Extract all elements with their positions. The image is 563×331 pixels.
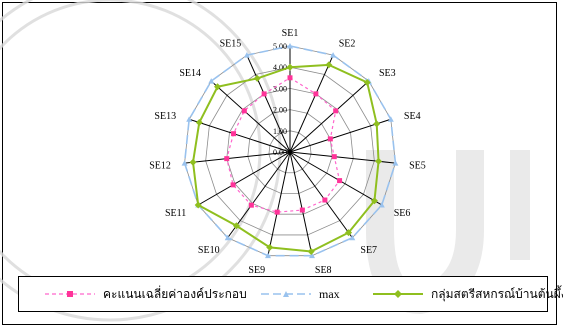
axis-spoke (267, 151, 291, 256)
category-label: SE13 (154, 111, 176, 122)
series-point (224, 156, 230, 162)
series-point (232, 222, 240, 230)
grid-ring (247, 109, 333, 194)
axis-spoke (197, 151, 291, 206)
radar-grid (184, 45, 396, 257)
radar-series (181, 43, 399, 259)
series-point (392, 160, 399, 166)
series-point (309, 252, 316, 259)
series-point (378, 202, 385, 208)
category-label: SE2 (339, 39, 356, 50)
legend-item-average: คะแนนเฉลี่ยค่าองค์ประกอบ (43, 277, 247, 311)
axis-spoke (289, 151, 313, 256)
axis-spoke (246, 54, 291, 153)
series-point (337, 178, 343, 184)
axis-spoke (289, 80, 370, 153)
category-label: SE11 (165, 208, 186, 219)
series-line (192, 63, 380, 253)
category-label: SE3 (379, 68, 396, 79)
r-tick-label: 4.00 (273, 63, 287, 72)
category-label: SE4 (404, 111, 421, 122)
category-label: SE5 (409, 161, 426, 172)
r-tick-label: 3.00 (273, 84, 287, 93)
series-point (241, 108, 247, 114)
series-point (363, 78, 371, 86)
series-point (194, 201, 202, 209)
legend-label-max: max (319, 286, 340, 301)
legend: คะแนนเฉลี่ยค่าองค์ประกอบ max กลุ่มสตรีสห… (18, 276, 563, 312)
r-tick-label: 2.00 (273, 106, 287, 115)
series-point (287, 75, 293, 81)
category-label: SE6 (394, 208, 411, 219)
series-point (333, 108, 339, 114)
series-point (224, 234, 231, 241)
series-line (226, 77, 341, 213)
grid-ring (205, 66, 375, 236)
series-point (230, 182, 236, 188)
legend-label-group: กลุ่มสตรีสหกรณ์บ้านต้นผึ้ง (431, 286, 563, 301)
category-label: SE10 (198, 245, 220, 256)
category-label: SE12 (149, 161, 171, 172)
legend-label-average: คะแนนเฉลี่ยค่าองค์ประกอบ (103, 286, 247, 301)
radial-axis-ticks: 0.00 1.00 2.00 3.00 4.00 5.00 (273, 42, 287, 157)
series-point (313, 91, 319, 97)
series-point (330, 52, 337, 58)
series-point (375, 157, 383, 165)
series-point (214, 83, 222, 91)
axis-spoke (289, 118, 391, 153)
category-label: SE15 (220, 39, 242, 50)
category-label: SE9 (248, 265, 265, 276)
r-tick-label: 5.00 (273, 42, 287, 51)
axis-spoke (189, 118, 291, 153)
series-point (349, 234, 356, 241)
series-point (325, 61, 333, 69)
axis-spoke (289, 151, 383, 206)
axis-spoke (289, 151, 353, 239)
series-point (181, 160, 188, 166)
series-point (299, 207, 305, 213)
series-point (253, 74, 261, 82)
series-point (307, 248, 315, 256)
series-point (322, 197, 328, 203)
category-label: SE14 (179, 68, 201, 79)
series-point (327, 136, 333, 142)
series-point (266, 243, 274, 251)
legend-swatch-group (373, 290, 423, 298)
series-line (183, 45, 397, 257)
series-point (286, 63, 294, 71)
category-label: SE7 (360, 245, 377, 256)
series-point (186, 116, 193, 122)
series-point (387, 116, 394, 122)
series-point (261, 91, 267, 97)
series-point (195, 119, 203, 127)
r-tick-label: 0.00 (273, 148, 287, 157)
legend-swatch-max (261, 291, 311, 297)
series-point (370, 197, 378, 205)
legend-item-max: max (259, 277, 340, 311)
axis-spoke (210, 80, 291, 153)
grid-ring (268, 130, 312, 174)
series-point (373, 120, 381, 128)
legend-swatch-average (45, 291, 95, 297)
category-label: SE1 (282, 28, 299, 39)
series-point (287, 43, 293, 49)
category-label: SE8 (315, 265, 332, 276)
series-point (345, 229, 353, 237)
legend-item-group: กลุ่มสตรีสหกรณ์บ้านต้นผึ้ง (371, 277, 563, 311)
series-point (243, 52, 250, 58)
series-point (208, 78, 215, 84)
axis-spoke (227, 151, 291, 239)
series-point (189, 158, 197, 166)
series-point (248, 202, 254, 208)
series-point (231, 131, 237, 137)
series-point (264, 252, 271, 259)
series-point (331, 154, 337, 160)
axis-spoke (184, 151, 291, 164)
axis-spoke (289, 54, 334, 153)
series-point (274, 209, 280, 215)
r-tick-label: 1.00 (273, 127, 287, 136)
grid-ring (226, 87, 354, 215)
category-labels: SE1 SE2 SE3 SE4 SE5 SE6 SE7 SE8 SE9 SE10 SE11 SE12 S… (149, 28, 426, 276)
